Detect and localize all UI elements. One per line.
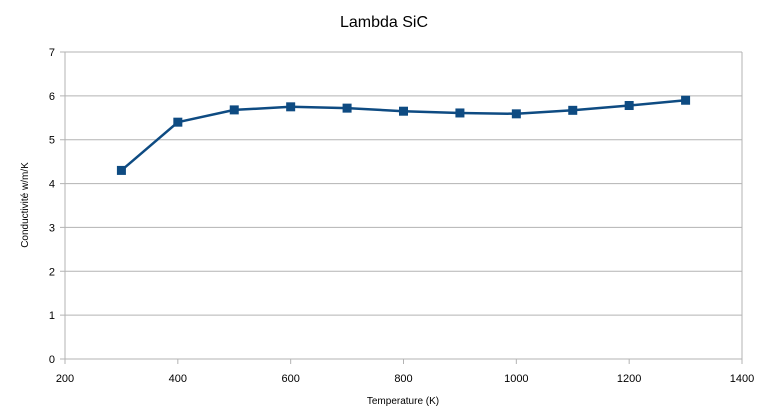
data-point-marker [173, 117, 183, 127]
data-series [116, 95, 691, 175]
x-tick-label: 800 [394, 373, 412, 385]
x-tick-label: 200 [56, 373, 74, 385]
data-point-marker [229, 105, 239, 115]
y-tick-label: 0 [49, 354, 55, 366]
data-point-marker [681, 95, 691, 105]
data-point-marker [455, 108, 465, 118]
data-point-marker [286, 102, 296, 112]
y-tick-label: 7 [49, 47, 55, 59]
x-tick-label: 600 [281, 373, 299, 385]
data-point-marker [568, 105, 578, 115]
x-tick-label: 400 [169, 373, 187, 385]
tick-labels: 0 1 2 3 4 5 6 7 200 400 600 800 1000 1200 1400 [49, 47, 754, 385]
x-tick-label: 1200 [617, 373, 641, 385]
data-point-marker [342, 103, 352, 113]
y-tick-label: 3 [49, 222, 55, 234]
y-tick-label: 5 [49, 135, 55, 147]
x-axis-label: Temperature (K) [367, 396, 439, 407]
data-point-marker [511, 109, 521, 119]
x-tick-label: 1000 [504, 373, 528, 385]
data-point-marker [399, 106, 408, 116]
grid-lines [60, 51, 742, 360]
y-tick-label: 6 [49, 91, 55, 103]
axes [64, 52, 743, 364]
data-point-marker [624, 101, 634, 111]
y-tick-label: 1 [49, 310, 55, 322]
y-tick-label: 2 [49, 266, 55, 278]
x-tick-label: 1400 [730, 373, 754, 385]
y-tick-label: 4 [49, 179, 55, 191]
y-axis-label: Conductivité w/m/K [20, 162, 31, 248]
chart-title: Lambda SiC [340, 14, 428, 31]
data-point-marker [116, 165, 126, 175]
